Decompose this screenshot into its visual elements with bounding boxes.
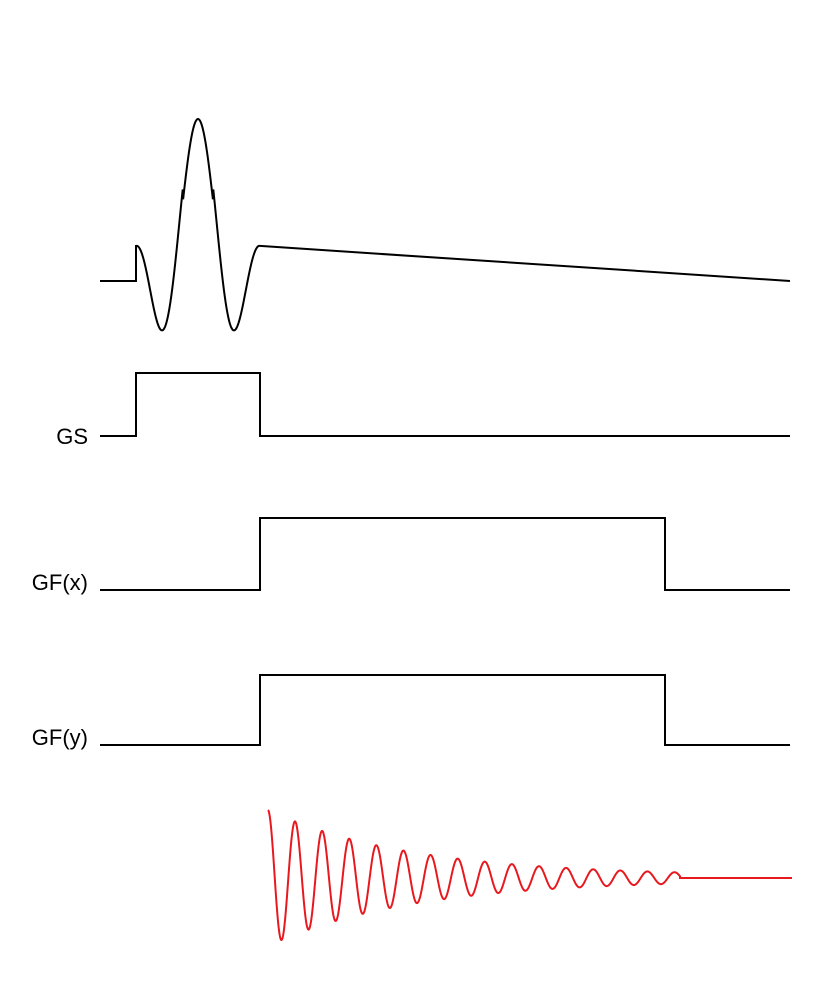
gfx-gradient-trace bbox=[100, 517, 790, 591]
fid-decay-signal bbox=[267, 809, 792, 942]
gs-label: GS bbox=[56, 424, 88, 449]
rf-pulse-channel bbox=[100, 117, 791, 332]
gs-channel: GS bbox=[56, 372, 790, 449]
signal-channel bbox=[267, 809, 792, 942]
gfx-label: GF(x) bbox=[32, 570, 88, 595]
gfy-channel: GF(y) bbox=[32, 674, 790, 750]
rf-sinc-pulse bbox=[100, 117, 791, 332]
gfy-label: GF(y) bbox=[32, 725, 88, 750]
gs-gradient-trace bbox=[100, 372, 790, 437]
gfx-channel: GF(x) bbox=[32, 517, 790, 595]
gfy-gradient-trace bbox=[100, 674, 790, 746]
